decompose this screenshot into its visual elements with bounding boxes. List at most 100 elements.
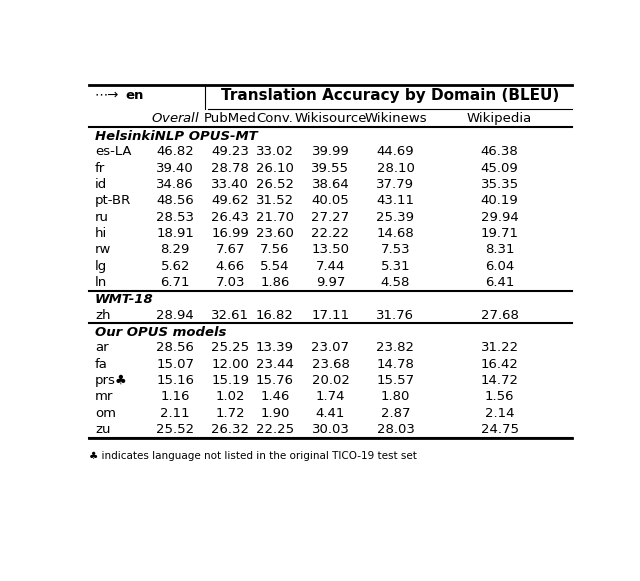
Text: 18.91: 18.91 [156, 227, 194, 240]
Text: ru: ru [95, 211, 109, 224]
Text: 7.53: 7.53 [381, 243, 410, 256]
Text: lg: lg [95, 260, 107, 272]
Text: 20.02: 20.02 [312, 374, 349, 387]
Text: 33.40: 33.40 [211, 178, 249, 191]
Text: 26.43: 26.43 [211, 211, 249, 224]
Text: 37.79: 37.79 [376, 178, 415, 191]
Text: id: id [95, 178, 107, 191]
Text: Wikipedia: Wikipedia [467, 112, 532, 125]
Text: 12.00: 12.00 [211, 358, 249, 371]
Text: WMT-18: WMT-18 [95, 293, 154, 306]
Text: ♣ indicates language not listed in the original TICO-19 test set: ♣ indicates language not listed in the o… [89, 451, 417, 461]
Text: ln: ln [95, 276, 107, 289]
Text: 1.46: 1.46 [260, 390, 290, 403]
Text: 19.71: 19.71 [481, 227, 518, 240]
Text: 2.11: 2.11 [161, 407, 190, 419]
Text: 40.05: 40.05 [312, 195, 349, 207]
Text: 39.40: 39.40 [156, 162, 194, 175]
Text: om: om [95, 407, 116, 419]
Text: 31.76: 31.76 [376, 309, 415, 322]
Text: 2.87: 2.87 [381, 407, 410, 419]
Text: ⋯→: ⋯→ [95, 89, 119, 102]
Text: 7.44: 7.44 [316, 260, 345, 272]
Text: 39.55: 39.55 [312, 162, 349, 175]
Text: 26.52: 26.52 [256, 178, 294, 191]
Text: 39.99: 39.99 [312, 145, 349, 159]
Text: 5.62: 5.62 [161, 260, 190, 272]
Text: zh: zh [95, 309, 110, 322]
Text: 48.56: 48.56 [156, 195, 194, 207]
Text: 6.71: 6.71 [161, 276, 190, 289]
Text: 1.86: 1.86 [260, 276, 290, 289]
Text: zu: zu [95, 423, 110, 436]
Text: 28.10: 28.10 [376, 162, 414, 175]
Text: 28.78: 28.78 [211, 162, 249, 175]
Text: 24.75: 24.75 [481, 423, 518, 436]
Text: 1.74: 1.74 [316, 390, 345, 403]
Text: $\it{Overall}$: $\it{Overall}$ [150, 112, 200, 125]
Text: es-LA: es-LA [95, 145, 131, 159]
Text: 43.11: 43.11 [376, 195, 415, 207]
Text: pt-BR: pt-BR [95, 195, 131, 207]
Text: 15.57: 15.57 [376, 374, 415, 387]
Text: 44.69: 44.69 [377, 145, 414, 159]
Text: 26.10: 26.10 [256, 162, 294, 175]
Text: 4.58: 4.58 [381, 276, 410, 289]
Text: 34.86: 34.86 [156, 178, 194, 191]
Text: 8.29: 8.29 [161, 243, 190, 256]
Text: 46.38: 46.38 [481, 145, 518, 159]
Text: 13.39: 13.39 [256, 342, 294, 354]
Text: 23.68: 23.68 [312, 358, 349, 371]
Text: 16.42: 16.42 [481, 358, 518, 371]
Text: 23.07: 23.07 [312, 342, 349, 354]
Text: 25.25: 25.25 [211, 342, 250, 354]
Text: 14.68: 14.68 [376, 227, 414, 240]
Text: ar: ar [95, 342, 109, 354]
Text: prs♣: prs♣ [95, 374, 127, 387]
Text: HelsinkiNLP OPUS-MT: HelsinkiNLP OPUS-MT [95, 130, 257, 143]
Text: 17.11: 17.11 [312, 309, 349, 322]
Text: 2.14: 2.14 [485, 407, 515, 419]
Text: 15.07: 15.07 [156, 358, 194, 371]
Text: 4.41: 4.41 [316, 407, 345, 419]
Text: 5.31: 5.31 [381, 260, 410, 272]
Text: 27.68: 27.68 [481, 309, 518, 322]
Text: 49.62: 49.62 [211, 195, 249, 207]
Text: 45.09: 45.09 [481, 162, 518, 175]
Text: 13.50: 13.50 [312, 243, 349, 256]
Text: 49.23: 49.23 [211, 145, 249, 159]
Text: 21.70: 21.70 [256, 211, 294, 224]
Text: rw: rw [95, 243, 111, 256]
Text: 9.97: 9.97 [316, 276, 345, 289]
Text: 28.53: 28.53 [156, 211, 194, 224]
Text: 22.25: 22.25 [256, 423, 294, 436]
Text: 35.35: 35.35 [481, 178, 518, 191]
Text: 31.22: 31.22 [481, 342, 518, 354]
Text: fa: fa [95, 358, 108, 371]
Text: 7.03: 7.03 [216, 276, 245, 289]
Text: Translation Accuracy by Domain (BLEU): Translation Accuracy by Domain (BLEU) [221, 88, 559, 103]
Text: 5.54: 5.54 [260, 260, 290, 272]
Text: 23.60: 23.60 [256, 227, 294, 240]
Text: 23.82: 23.82 [376, 342, 415, 354]
Text: 4.66: 4.66 [216, 260, 245, 272]
Text: 14.72: 14.72 [481, 374, 518, 387]
Text: 15.19: 15.19 [211, 374, 250, 387]
Text: 26.32: 26.32 [211, 423, 250, 436]
Text: 8.31: 8.31 [485, 243, 515, 256]
Text: 22.22: 22.22 [312, 227, 349, 240]
Text: 15.16: 15.16 [156, 374, 194, 387]
Text: 40.19: 40.19 [481, 195, 518, 207]
Text: 25.52: 25.52 [156, 423, 195, 436]
Text: 28.94: 28.94 [156, 309, 194, 322]
Text: 7.67: 7.67 [216, 243, 245, 256]
Text: fr: fr [95, 162, 105, 175]
Text: Wikinews: Wikinews [364, 112, 427, 125]
Text: 1.02: 1.02 [216, 390, 245, 403]
Text: Conv.: Conv. [257, 112, 293, 125]
Text: 1.90: 1.90 [260, 407, 290, 419]
Text: 16.82: 16.82 [256, 309, 294, 322]
Text: 1.56: 1.56 [485, 390, 515, 403]
Text: 27.27: 27.27 [312, 211, 349, 224]
Text: 31.52: 31.52 [256, 195, 294, 207]
